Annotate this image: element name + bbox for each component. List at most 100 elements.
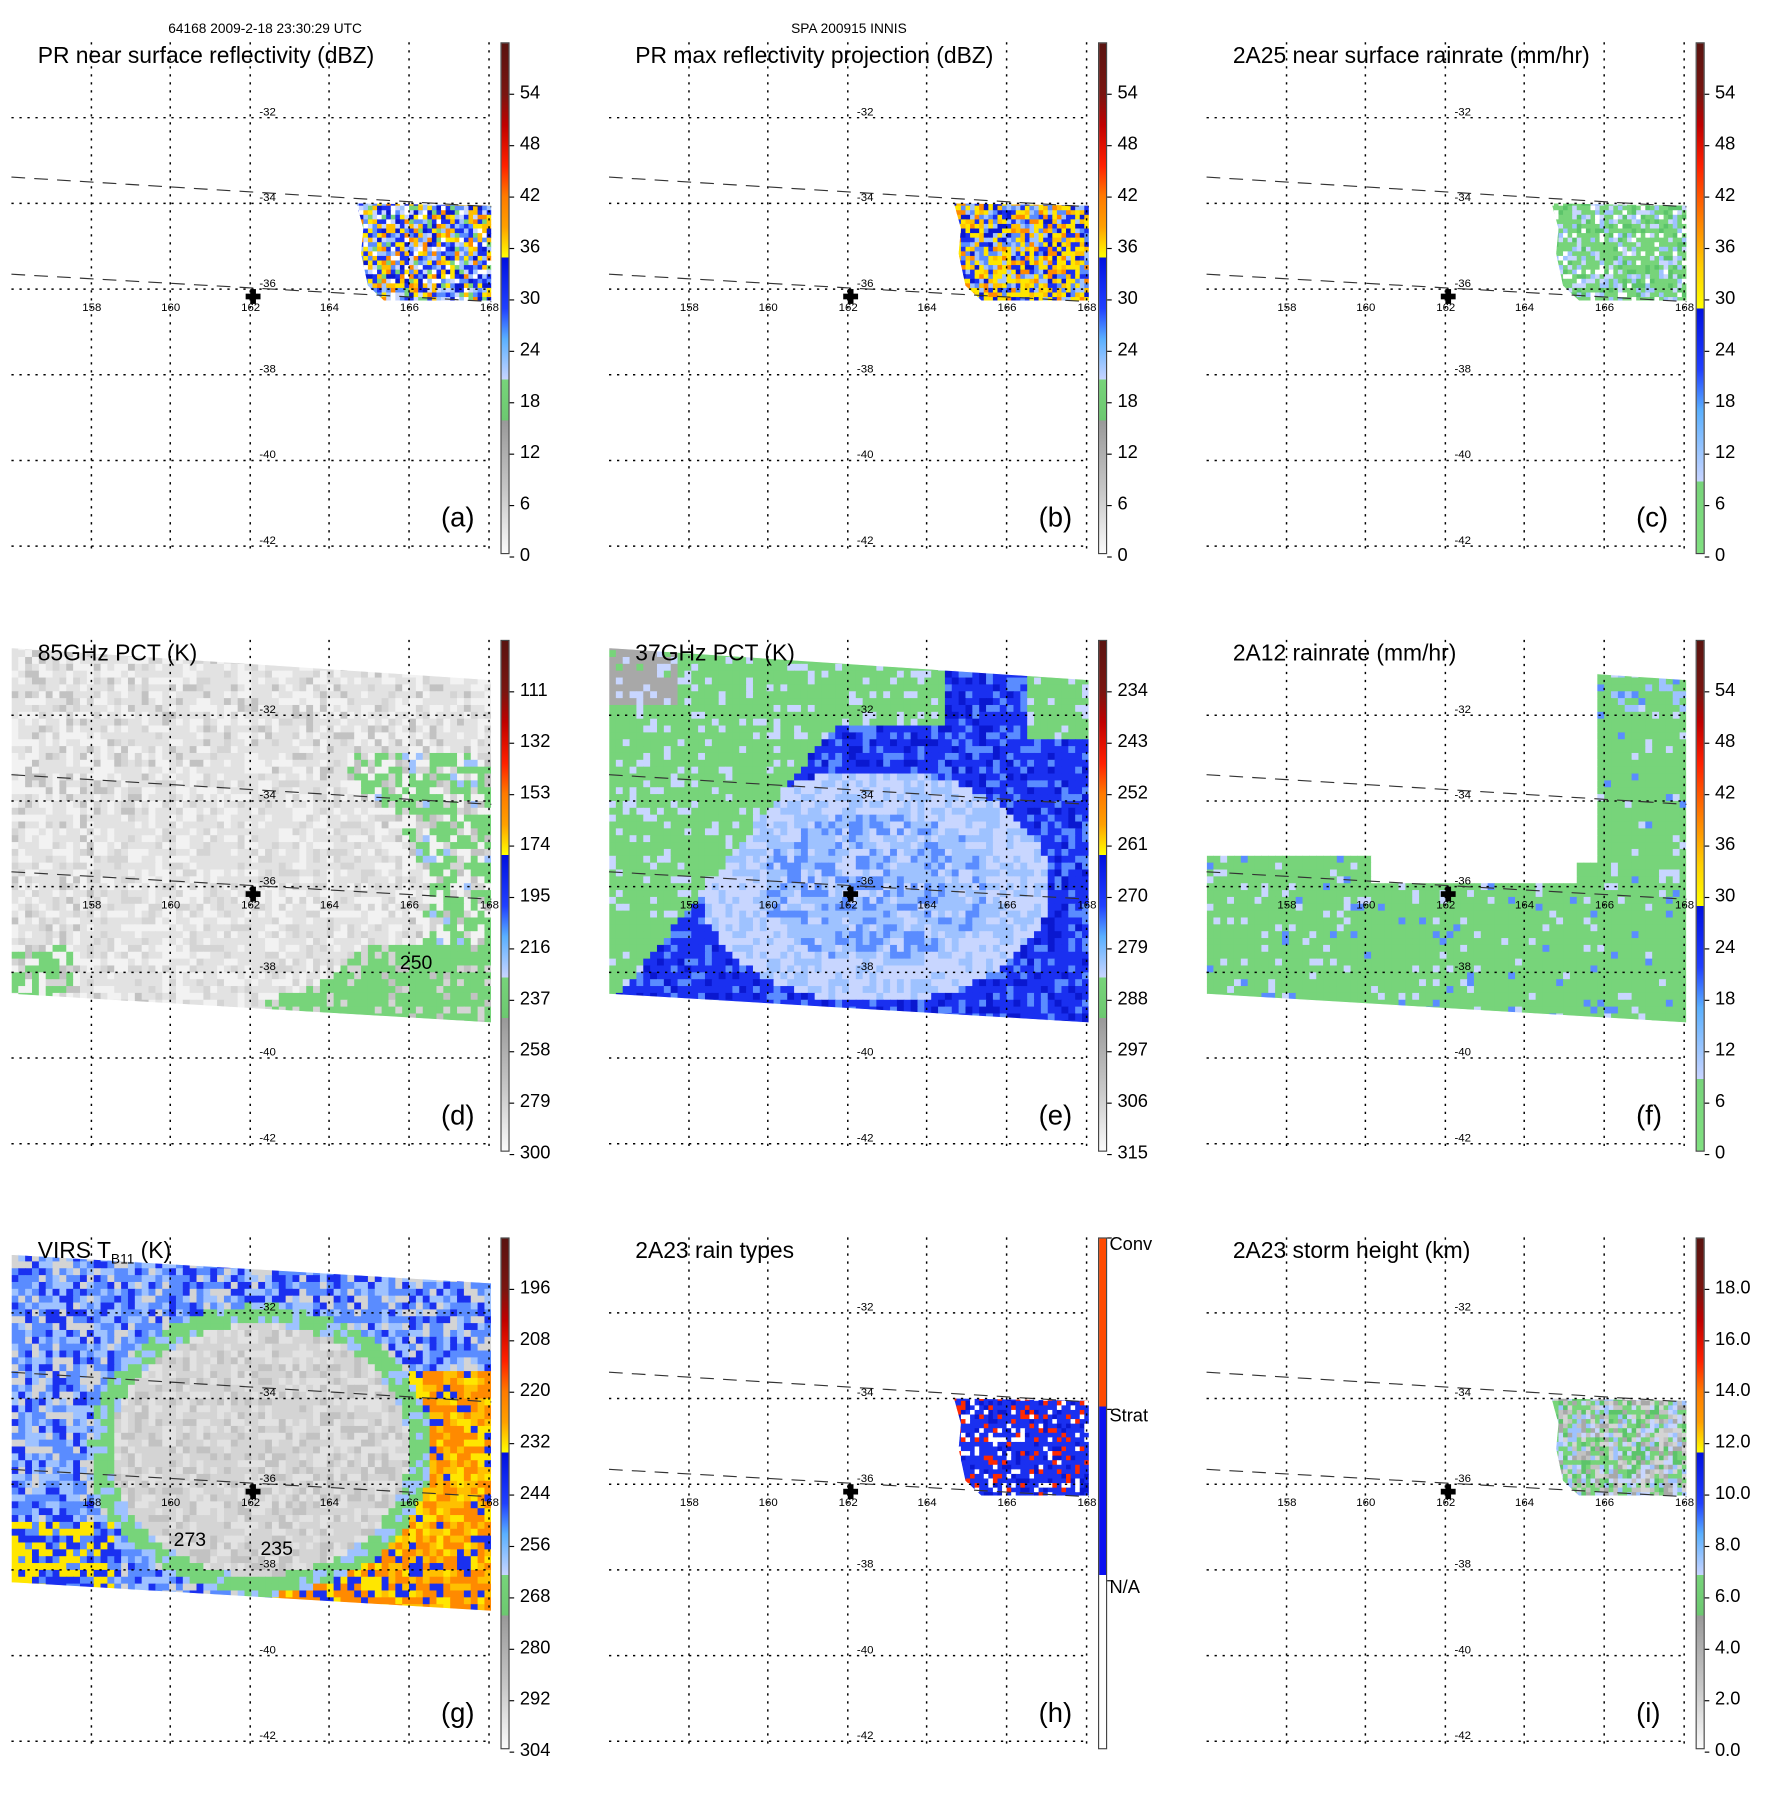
colorbar [1098, 42, 1107, 554]
colorbar-tick [1705, 299, 1710, 300]
latitude-label: -38 [259, 363, 276, 376]
colorbar-tick [1705, 505, 1710, 506]
panel-letter: (e) [1039, 1100, 1073, 1132]
panel-letter: (i) [1636, 1698, 1660, 1730]
colorbar-tick [1107, 94, 1112, 95]
latitude-label: -34 [1455, 1387, 1472, 1400]
colorbar-label: 54 [1117, 83, 1137, 104]
longitude-label: 164 [1515, 1497, 1534, 1510]
colorbar-label: 36 [1715, 835, 1735, 856]
colorbar-label: 0 [520, 546, 530, 567]
colorbar-tick [1107, 1000, 1112, 1001]
longitude-label: 158 [82, 1497, 101, 1510]
colorbar-label: 12 [1117, 443, 1137, 464]
colorbar-label: 0 [1715, 1144, 1725, 1165]
latitude-label: -42 [857, 1132, 874, 1145]
panel-letter: (c) [1636, 503, 1668, 535]
panel-f: 2A12 rainrate (mm/hr)(f)-32-34-36-38-40-… [1195, 598, 1771, 1196]
colorbar-tick [1107, 691, 1112, 692]
colorbar [500, 640, 509, 1152]
colorbar-tick [1107, 145, 1112, 146]
satellite-imagery [952, 1396, 1090, 1502]
colorbar-tick [510, 1000, 515, 1001]
colorbar-label: 111 [520, 681, 548, 702]
longitude-label: 168 [1675, 899, 1694, 912]
panel-title-text: 2A23 storm height (km) [1233, 1239, 1470, 1264]
colorbar-tick [1705, 743, 1710, 744]
latitude-label: -40 [259, 449, 276, 462]
colorbar-tick [1107, 556, 1112, 557]
colorbar-tick [510, 402, 515, 403]
colorbar-label: 216 [520, 938, 551, 959]
latitude-label: -36 [259, 1473, 276, 1486]
colorbar-label: 54 [520, 83, 540, 104]
colorbar-tick [1705, 556, 1710, 557]
longitude-label: 166 [997, 899, 1016, 912]
longitude-label: 166 [1595, 899, 1614, 912]
colorbar-tick [1705, 897, 1710, 898]
panel-title: 2A23 storm height (km) [1233, 1239, 1470, 1265]
longitude-label: 168 [1675, 1497, 1694, 1510]
longitude-label: 162 [1436, 1497, 1455, 1510]
colorbar-label: 8.0 [1715, 1536, 1740, 1557]
colorbar-tick [1705, 248, 1710, 249]
panel-title: PR max reflectivity projection (dBZ) [635, 43, 993, 69]
colorbar-tick [510, 1154, 515, 1155]
colorbar-label: 54 [1715, 681, 1735, 702]
colorbar-tick [1107, 1154, 1112, 1155]
colorbar-tick [1107, 248, 1112, 249]
satellite-imagery [354, 201, 492, 307]
panel-title: 2A12 rainrate (mm/hr) [1233, 641, 1457, 667]
colorbar-tick [1705, 1752, 1710, 1753]
latitude-label: -42 [857, 535, 874, 548]
colorbar-label: 48 [1715, 135, 1735, 156]
colorbar-tick [1705, 1051, 1710, 1052]
longitude-label: 158 [82, 899, 101, 912]
colorbar-tick [510, 299, 515, 300]
colorbar-label: Conv [1109, 1235, 1152, 1256]
longitude-label: 160 [759, 302, 778, 315]
longitude-label: 166 [400, 302, 419, 315]
colorbar-tick [1705, 1154, 1710, 1155]
colorbar-tick [1705, 1340, 1710, 1341]
colorbar [1098, 640, 1107, 1152]
longitude-label: 160 [1356, 899, 1375, 912]
colorbar-label: 280 [520, 1638, 551, 1659]
colorbar-label: 6.0 [1715, 1587, 1740, 1608]
longitude-label: 168 [1077, 899, 1096, 912]
colorbar-label: 24 [1715, 340, 1735, 361]
colorbar-label: 243 [1117, 732, 1148, 753]
colorbar-tick [1705, 1443, 1710, 1444]
contour-label: 273 [174, 1529, 206, 1552]
latitude-label: -42 [259, 535, 276, 548]
colorbar-label: 6 [1117, 495, 1127, 516]
colorbar-label: 30 [1715, 887, 1735, 908]
longitude-label: 164 [917, 1497, 936, 1510]
colorbar-label: 16.0 [1715, 1330, 1751, 1351]
panel-letter: (b) [1039, 503, 1073, 535]
colorbar-label: Strat [1109, 1407, 1148, 1428]
latitude-label: -36 [1455, 875, 1472, 888]
colorbar-label: N/A [1109, 1578, 1139, 1599]
latitude-label: -36 [259, 278, 276, 291]
panel-title: PR near surface reflectivity (dBZ) [38, 43, 375, 69]
map-plot [1195, 0, 1771, 598]
panel-title: 2A25 near surface rainrate (mm/hr) [1233, 43, 1590, 69]
colorbar [1696, 640, 1705, 1152]
colorbar-tick [510, 1700, 515, 1701]
colorbar-tick [1107, 454, 1112, 455]
colorbar-tick [1107, 351, 1112, 352]
longitude-label: 164 [1515, 899, 1534, 912]
colorbar-label: 30 [520, 289, 540, 310]
colorbar-label: 208 [520, 1330, 551, 1351]
panel-title-units: (K) [134, 1239, 171, 1264]
latitude-label: -32 [857, 106, 874, 119]
latitude-label: -36 [857, 1473, 874, 1486]
latitude-label: -32 [1455, 704, 1472, 717]
colorbar-tick [510, 846, 515, 847]
longitude-label: 168 [1077, 1497, 1096, 1510]
colorbar-label: 232 [520, 1433, 551, 1454]
colorbar-tick [510, 743, 515, 744]
